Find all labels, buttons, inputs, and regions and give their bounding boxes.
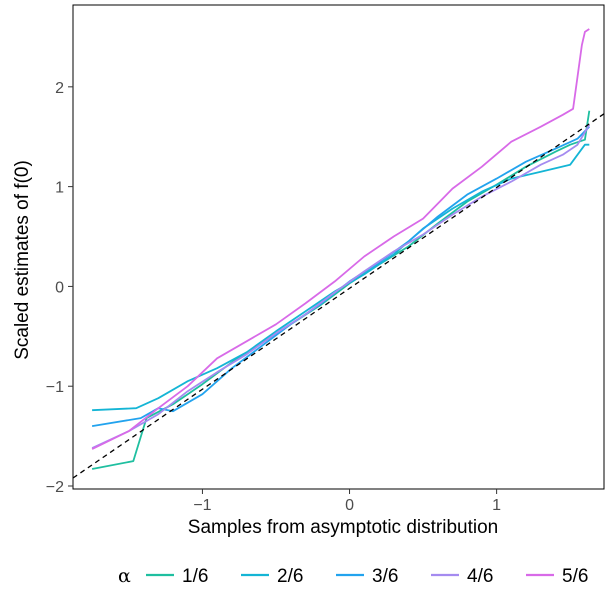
- series-line-4: [91, 124, 591, 449]
- x-tick-label: −1: [193, 497, 211, 514]
- plot-border: [72, 4, 605, 490]
- y-tick-label: −1: [46, 379, 64, 396]
- x-axis-title: Samples from asymptotic distribution: [188, 517, 498, 538]
- x-tick-label: 0: [345, 497, 354, 514]
- y-axis-title-group: Scaled estimates of f(0): [12, 160, 33, 360]
- y-axis-title: Scaled estimates of f(0): [12, 160, 33, 360]
- legend-label-5: 5/6: [562, 566, 588, 587]
- y-tick-label: −2: [46, 479, 64, 496]
- legend-title: α: [118, 565, 131, 587]
- series-line-2: [92, 143, 590, 412]
- plot-area: −2 −1 0 1 2 −1 0 1: [46, 4, 605, 514]
- legend-label-3: 3/6: [372, 566, 398, 587]
- series-line-1: [91, 110, 591, 470]
- legend-label-4: 4/6: [467, 566, 493, 587]
- series-line-5: [91, 28, 590, 450]
- y-tick-label: 0: [55, 279, 64, 296]
- y-tick-label: 2: [55, 80, 64, 97]
- legend-label-2: 2/6: [277, 566, 303, 587]
- legend-label-1: 1/6: [182, 566, 208, 587]
- legend: α 1/6 2/6 3/6 4/6 5/6: [118, 565, 588, 587]
- x-tick-label: 1: [492, 497, 501, 514]
- y-tick-label: 1: [55, 180, 64, 197]
